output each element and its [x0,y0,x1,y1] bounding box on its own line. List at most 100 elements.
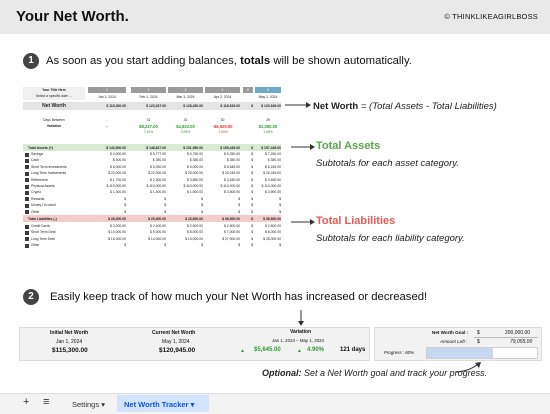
liability-value-cell[interactable]: $ 14,000.00 [148,236,166,241]
date-cell[interactable]: Feb 1, 2024 [139,94,158,99]
asset-checkbox[interactable] [24,159,29,163]
net-worth-value[interactable]: $ [251,103,253,108]
asset-value-cell[interactable]: $ 4,000.00 [109,152,126,156]
asset-value-cell[interactable]: $ 500.00 [112,158,126,163]
asset-value-cell[interactable]: $ 110,000.00 [261,184,281,188]
liability-value-cell[interactable]: $ 15,000.00 [108,236,126,241]
asset-value-cell[interactable]: $ 25,000.00 [185,171,203,176]
assets-total-cell[interactable]: $ 151,950.00 [183,145,203,150]
asset-value-cell[interactable]: $ 1,400.00 [149,190,166,195]
liability-value-cell[interactable]: $ [201,243,203,248]
liability-value-cell[interactable]: $ 27,000.00 [222,236,240,241]
date-cell[interactable]: Mar 3, 2024 [176,94,195,99]
asset-value-cell[interactable]: $ [251,177,253,182]
asset-checkbox[interactable] [24,203,29,208]
liability-value-cell[interactable]: $ 10,000.00 [108,230,126,235]
asset-value-cell[interactable]: $ [124,196,126,201]
asset-value-cell[interactable]: $ 110,000.00 [220,184,240,188]
asset-value-cell[interactable]: $ 110,000.00 [183,184,203,188]
goal-value[interactable]: 200,000.00 [505,330,531,336]
asset-value-cell[interactable]: $ 5,250.00 [223,152,240,156]
liabilities-total-cell[interactable]: $ 25,400.00 [148,216,166,221]
asset-value-cell[interactable]: $ 6,245.00 [264,164,281,169]
asset-value-cell[interactable]: $ 5,250.00 [149,164,166,169]
asset-value-cell[interactable]: $ [251,209,253,214]
all-sheets-menu-icon[interactable]: ≡ [43,396,50,408]
liability-value-cell[interactable]: $ [251,230,253,235]
asset-value-cell[interactable]: $ 3,850.00 [186,177,203,182]
asset-value-cell[interactable]: $ 20,000.00 [108,171,126,176]
asset-checkbox[interactable] [24,210,29,215]
asset-value-cell[interactable]: $ [201,209,203,214]
asset-value-cell[interactable]: $ [279,209,281,214]
asset-value-cell[interactable]: $ 110,000.00 [146,184,166,188]
asset-value-cell[interactable]: $ [164,196,166,201]
asset-value-cell[interactable]: $ [124,203,126,208]
net-worth-value[interactable]: $ 115,300.00 [106,103,126,108]
asset-value-cell[interactable]: $ [251,152,253,156]
date-cell[interactable]: Apr 2, 2024 [213,94,232,99]
liability-value-cell[interactable]: $ [251,243,253,248]
asset-value-cell[interactable]: $ 26,245.00 [263,171,281,176]
tab-tracker-dropdown-icon[interactable]: ▾ [190,400,195,409]
liability-value-cell[interactable]: $ 2,500.00 [223,224,240,228]
asset-value-cell[interactable]: $ [251,158,253,163]
asset-value-cell[interactable]: $ [201,196,203,201]
liabilities-total-cell[interactable]: $ 28,200.00 [108,216,126,221]
asset-value-cell[interactable]: $ [251,184,253,188]
asset-value-cell[interactable]: $ 4,750.00 [186,152,203,156]
asset-value-cell[interactable]: $ [279,203,281,208]
liability-checkbox[interactable] [24,224,29,229]
asset-value-cell[interactable]: $ 3,500.00 [223,190,240,195]
tab-settings[interactable]: Settings ▾ [72,400,105,409]
liability-value-cell[interactable]: $ [164,243,166,248]
date-cell[interactable]: Jan 1, 2024 [98,94,116,99]
asset-checkbox[interactable] [24,191,29,195]
asset-value-cell[interactable]: $ [238,209,240,214]
liability-value-cell[interactable]: $ [279,243,281,248]
asset-value-cell[interactable]: $ [238,196,240,201]
asset-value-cell[interactable]: $ 350.00 [226,158,240,163]
asset-value-cell[interactable]: $ [251,203,253,208]
asset-value-cell[interactable]: $ 350.00 [189,158,203,163]
liability-value-cell[interactable]: $ 2,500.00 [186,224,203,228]
liabilities-total-cell[interactable]: $ 36,500.00 [263,216,281,221]
asset-checkbox[interactable] [24,171,29,176]
asset-value-cell[interactable]: $ [279,196,281,201]
asset-value-cell[interactable]: $ 2,300.00 [149,177,166,182]
add-sheet-button[interactable]: + [23,396,30,408]
asset-value-cell[interactable]: $ [251,164,253,169]
net-worth-value[interactable]: $ 123,927.00 [146,103,166,108]
asset-value-cell[interactable]: $ 6,645.00 [223,164,240,169]
asset-value-cell[interactable]: $ [238,203,240,208]
liability-value-cell[interactable]: $ [251,236,253,241]
liability-checkbox[interactable] [24,243,29,248]
liabilities-total-cell[interactable]: $ 36,500.00 [222,216,240,221]
asset-value-cell[interactable]: $ 22,000.00 [148,171,166,176]
asset-checkbox[interactable] [24,165,29,170]
liabilities-total-cell[interactable]: $ [251,216,253,221]
asset-value-cell[interactable]: $ 1,500.00 [186,190,203,195]
tab-net-worth-tracker[interactable] [117,395,209,412]
date-cell[interactable]: May 1, 2024 [258,94,278,99]
liability-value-cell[interactable]: $ [238,243,240,248]
asset-value-cell[interactable]: $ 350.00 [267,158,281,163]
asset-value-cell[interactable]: $ [164,203,166,208]
liabilities-total-cell[interactable]: $ 23,500.00 [185,216,203,221]
liability-value-cell[interactable]: $ 3,200.00 [109,224,126,228]
liability-value-cell[interactable]: $ 2,400.00 [149,224,166,228]
liability-value-cell[interactable]: $ 7,000.00 [223,230,240,235]
asset-value-cell[interactable]: $ [251,190,253,195]
assets-total-cell[interactable]: $ 143,500.00 [106,145,126,150]
asset-value-cell[interactable]: $ 3,450.00 [223,177,240,182]
asset-value-cell[interactable]: $ 7,250.00 [264,152,281,156]
asset-value-cell[interactable]: $ [124,209,126,214]
asset-value-cell[interactable]: $ 5,777.00 [149,152,166,156]
asset-value-cell[interactable]: $ 6,000.00 [109,164,126,169]
asset-value-cell[interactable]: $ 26,245.00 [222,171,240,176]
asset-value-cell[interactable]: $ 110,000.00 [106,184,126,188]
asset-value-cell[interactable]: $ 3,450.00 [264,177,281,182]
asset-checkbox[interactable] [24,184,29,189]
liability-checkbox[interactable] [24,231,29,235]
asset-value-cell[interactable]: $ [164,209,166,214]
